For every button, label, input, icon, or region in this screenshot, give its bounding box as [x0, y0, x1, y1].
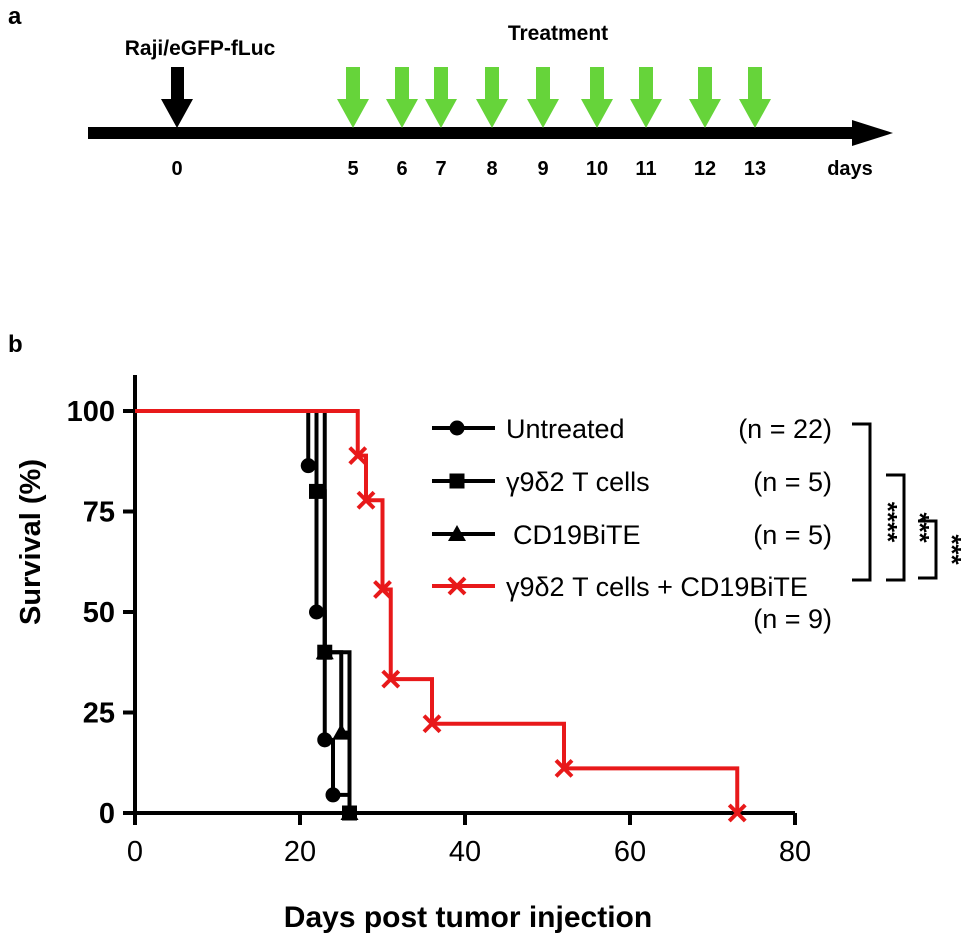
data-point-x — [356, 490, 376, 510]
treatment-arrow-icon — [739, 67, 771, 128]
data-point-triangle — [315, 643, 334, 660]
survival-markers — [300, 446, 747, 823]
treatment-day-labels: 5 6 7 8 9 10 11 12 13 — [347, 158, 766, 180]
injection-day-label: 0 — [171, 158, 182, 180]
significance-brackets: **** ****** — [852, 422, 967, 582]
x-tick-label: 40 — [449, 836, 481, 868]
injection-arrow-icon — [161, 67, 193, 128]
treatment-label: Treatment — [508, 22, 608, 45]
legend-n-label: (n = 5) — [753, 467, 832, 497]
legend-marker-triangle — [448, 525, 466, 541]
data-point-x — [422, 714, 442, 734]
data-point-x — [554, 758, 574, 778]
data-point-square — [309, 483, 324, 499]
treatment-arrow-icon — [581, 67, 613, 128]
treatment-day-label: 8 — [486, 158, 497, 180]
panel-a-label: a — [8, 3, 22, 30]
timeline-arrowhead — [852, 120, 893, 146]
days-unit-label: days — [827, 158, 873, 180]
survival-plot: 0 25 50 75 100 0 20 40 60 80 — [67, 375, 811, 868]
y-tick-label: 75 — [83, 497, 115, 529]
data-point-x — [348, 446, 368, 466]
data-point-triangle — [340, 804, 359, 820]
significance-bracket — [852, 422, 872, 582]
data-point-circle — [309, 604, 324, 620]
x-tick-label: 80 — [779, 836, 811, 868]
y-tick-label: 0 — [99, 798, 115, 830]
treatment-day-label: 13 — [744, 158, 766, 180]
legend-marker-x — [447, 576, 467, 596]
treatment-day-label: 9 — [537, 158, 548, 180]
injection-label: Raji/eGFP-fLuc — [125, 37, 276, 60]
significance-label: *** — [937, 534, 967, 565]
timeline — [88, 120, 893, 146]
treatment-day-label: 11 — [635, 158, 656, 180]
treatment-arrow-icon — [527, 67, 559, 128]
significance-bracket — [918, 519, 938, 580]
y-axis-title: Survival (%) — [15, 459, 47, 625]
treatment-arrow-icon — [630, 67, 662, 128]
legend: Untreated (n = 22) γ9δ2 T cells (n = 5) CD19… — [432, 414, 832, 634]
data-point-x — [381, 669, 401, 689]
data-point-x — [373, 580, 392, 599]
treatment-arrow-icon — [689, 67, 721, 128]
legend-marker-circle — [449, 420, 465, 436]
panel-b-label: b — [8, 331, 23, 358]
legend-n-label: (n = 22) — [738, 414, 832, 444]
treatment-day-label: 7 — [435, 158, 446, 180]
data-point-circle — [317, 732, 333, 748]
data-point-triangle — [332, 723, 351, 740]
treatment-arrow-icon — [337, 67, 369, 128]
legend-marker-square — [449, 473, 465, 489]
treatment-day-label: 10 — [586, 158, 608, 180]
y-tick-label: 25 — [83, 698, 115, 730]
legend-label: γ9δ2 T cells — [506, 467, 650, 497]
y-tick-label: 100 — [67, 396, 115, 428]
treatment-arrow-icon — [425, 67, 457, 128]
x-axis-title: Days post tumor injection — [284, 901, 652, 934]
legend-label: Untreated — [506, 414, 625, 444]
treatment-day-label: 12 — [694, 158, 716, 180]
x-tick-label: 0 — [127, 836, 143, 868]
treatment-arrows — [337, 67, 771, 128]
treatment-day-label: 5 — [347, 158, 358, 180]
treatment-arrow-icon — [386, 67, 418, 128]
x-tick-label: 20 — [284, 836, 316, 868]
x-tick-label: 60 — [614, 836, 646, 868]
legend-n-label: (n = 5) — [753, 520, 832, 550]
data-point-circle — [325, 787, 341, 803]
treatment-arrow-icon — [476, 67, 508, 128]
legend-n-label: (n = 9) — [753, 604, 832, 634]
legend-label: CD19BiTE — [513, 520, 641, 550]
data-point-x — [727, 803, 747, 823]
significance-bracket — [886, 473, 906, 582]
significance-label: *** — [905, 512, 935, 543]
legend-label: γ9δ2 T cells + CD19BiTE — [506, 572, 808, 602]
timeline-bar — [88, 127, 858, 139]
significance-label: **** — [873, 502, 903, 543]
treatment-day-label: 6 — [396, 158, 407, 180]
data-point-circle — [300, 458, 316, 474]
axes: 0 25 50 75 100 0 20 40 60 80 — [67, 375, 811, 868]
y-tick-label: 50 — [83, 597, 115, 629]
